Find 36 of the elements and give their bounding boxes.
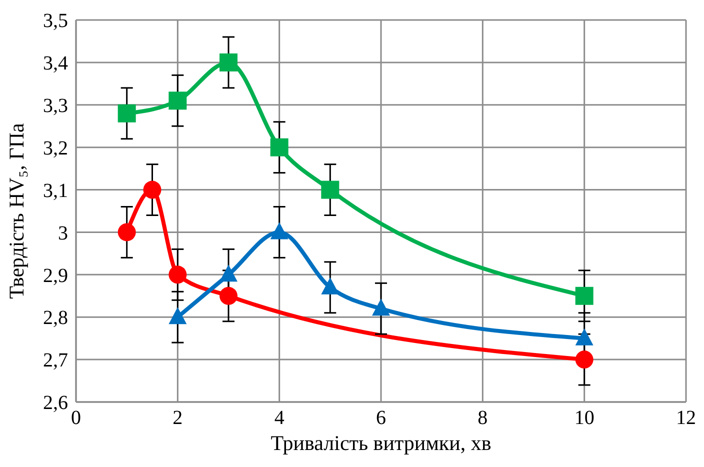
point (143, 180, 162, 199)
x-tick-label: 6 (376, 407, 386, 430)
point (270, 222, 288, 240)
y-tick-label: 3 (58, 222, 68, 244)
x-tick-label: 0 (71, 407, 81, 430)
point (118, 223, 136, 242)
y-tick-label: 2,6 (43, 392, 68, 414)
point (168, 266, 187, 284)
point (220, 286, 238, 305)
y-axis-title: Твердість HV₅, ГПа (4, 122, 28, 299)
point (270, 138, 288, 156)
x-tick-label: 4 (274, 407, 284, 430)
point (321, 277, 340, 294)
point (575, 286, 594, 305)
x-tick-label: 10 (574, 407, 594, 430)
point (321, 180, 340, 199)
y-tick-label: 2,8 (43, 307, 68, 330)
x-axis-title: Тривалість витримки, хв (270, 431, 492, 455)
point (168, 307, 187, 324)
x-tick-label: 2 (172, 407, 183, 430)
point (372, 298, 390, 316)
y-tick-label: 3,1 (43, 180, 68, 202)
y-tick-label: 2,9 (43, 264, 68, 287)
point (220, 53, 238, 72)
point (118, 104, 136, 122)
y-tick-label: 3,3 (43, 94, 68, 117)
y-tick-label: 3,4 (43, 52, 68, 75)
y-tick-label: 2,7 (43, 350, 68, 372)
x-tick-label: 8 (478, 407, 488, 430)
point (575, 328, 594, 346)
point (168, 92, 187, 110)
point (220, 264, 238, 282)
y-tick-label: 3,2 (43, 137, 68, 160)
point (575, 350, 594, 369)
y-tick-label: 3,5 (43, 10, 68, 32)
x-tick-label: 12 (676, 407, 696, 430)
